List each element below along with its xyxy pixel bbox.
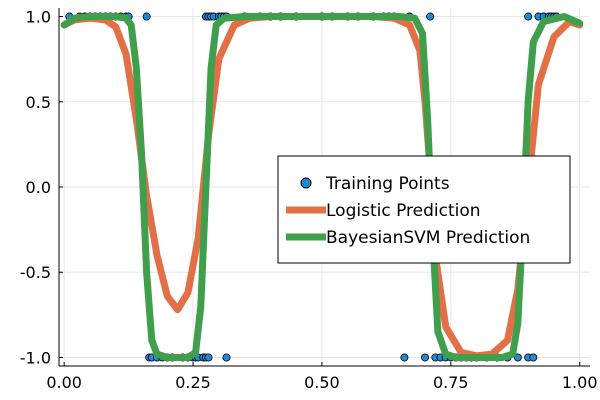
data-point bbox=[524, 12, 533, 21]
x-tick-label: 1.00 bbox=[562, 373, 598, 392]
x-tick-label: 0.25 bbox=[175, 373, 211, 392]
data-point bbox=[529, 353, 538, 362]
data-point bbox=[426, 12, 435, 21]
y-tick-label: 0.0 bbox=[26, 178, 51, 197]
data-point bbox=[222, 353, 231, 362]
y-tick-label: 1.0 bbox=[26, 8, 51, 27]
x-tick-label: 0.00 bbox=[46, 373, 82, 392]
legend-box bbox=[277, 155, 571, 264]
legend-marker bbox=[300, 177, 312, 189]
y-tick-label: -1.0 bbox=[20, 348, 51, 367]
x-ticks: 0.00 0.25 0.50 0.75 1.00 bbox=[46, 362, 598, 392]
series-line-2 bbox=[60, 13, 584, 361]
legend-label: BayesianSVM Prediction bbox=[326, 228, 530, 248]
legend: Training Points Logistic Prediction Bayesi… bbox=[277, 155, 571, 264]
data-point bbox=[400, 353, 409, 362]
data-point bbox=[142, 12, 151, 21]
y-tick-label: 0.5 bbox=[26, 93, 51, 112]
y-ticks: -1.0 -0.5 0.0 0.5 1.0 bbox=[20, 8, 63, 367]
data-point bbox=[421, 353, 430, 362]
legend-label: Logistic Prediction bbox=[326, 201, 481, 221]
data-point bbox=[204, 353, 213, 362]
x-tick-label: 0.75 bbox=[433, 373, 469, 392]
x-tick-label: 0.50 bbox=[304, 373, 340, 392]
y-tick-label: -0.5 bbox=[20, 263, 51, 282]
data-point bbox=[513, 353, 522, 362]
legend-label: Training Points bbox=[325, 174, 450, 194]
series-layer bbox=[60, 12, 584, 362]
